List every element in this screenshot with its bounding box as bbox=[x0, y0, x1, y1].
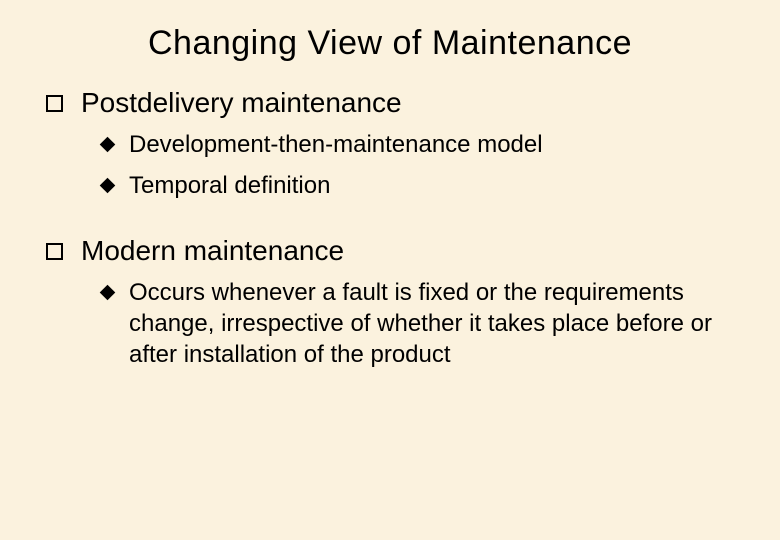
solid-diamond-icon bbox=[100, 137, 116, 153]
hollow-square-icon bbox=[46, 243, 63, 260]
solid-diamond-icon bbox=[100, 177, 116, 193]
list-item-text: Postdelivery maintenance bbox=[81, 85, 402, 120]
solid-diamond-icon bbox=[100, 285, 116, 301]
spacer bbox=[40, 211, 740, 225]
list-item-text: Development-then-maintenance model bbox=[129, 130, 543, 161]
hollow-square-icon bbox=[46, 95, 63, 112]
list-item: Development-then-maintenance model bbox=[102, 130, 740, 161]
slide: Changing View of Maintenance Postdeliver… bbox=[0, 0, 780, 540]
list-item-text: Modern maintenance bbox=[81, 233, 344, 268]
list-item: Occurs whenever a fault is fixed or the … bbox=[102, 278, 740, 370]
list-item: Temporal definition bbox=[102, 171, 740, 202]
list-item-text: Occurs whenever a fault is fixed or the … bbox=[129, 278, 719, 370]
list-item: Postdelivery maintenance bbox=[40, 85, 740, 120]
list-item: Modern maintenance bbox=[40, 233, 740, 268]
list-item-text: Temporal definition bbox=[129, 171, 330, 202]
slide-title: Changing View of Maintenance bbox=[40, 24, 740, 63]
